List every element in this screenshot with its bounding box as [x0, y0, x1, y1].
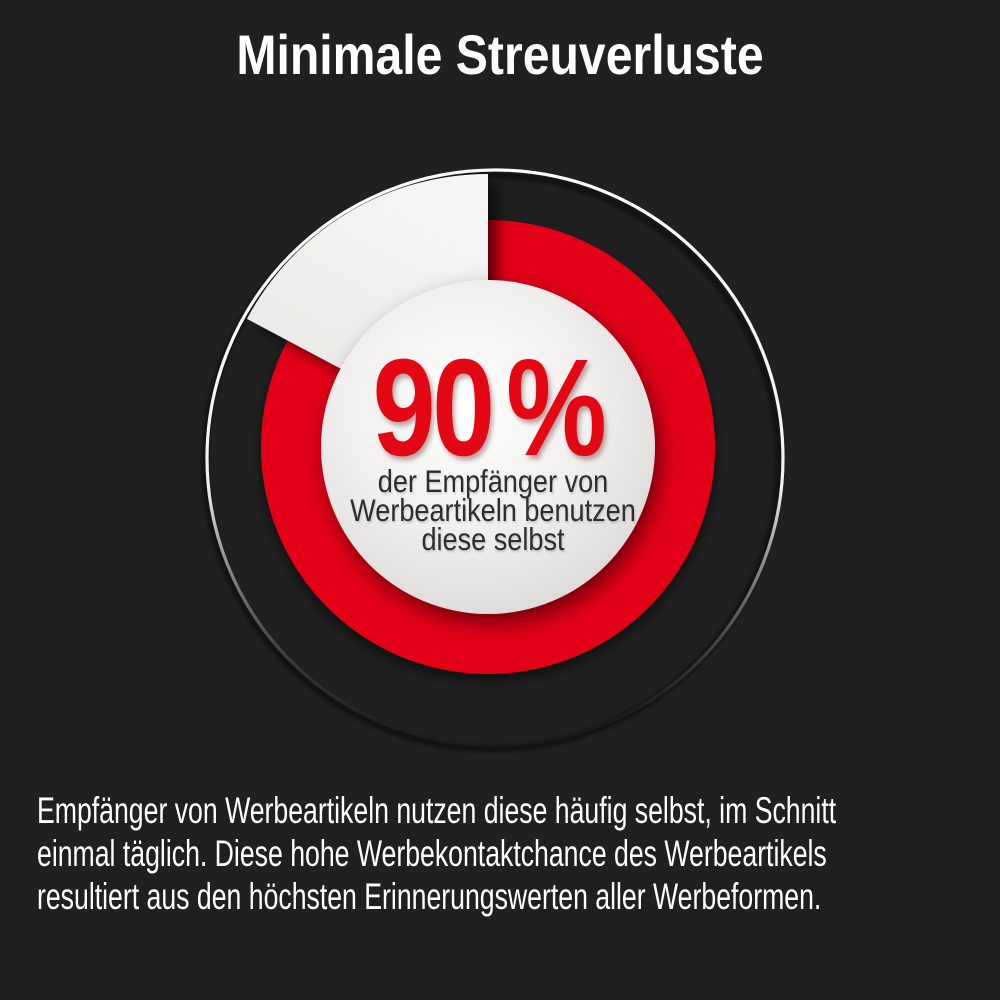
donut-inner-disc: [321, 280, 655, 614]
donut-center-value: 90 %: [372, 331, 607, 485]
footer-paragraph: Empfänger von Werbeartikeln nutzen diese…: [37, 789, 836, 918]
outline-ring: [205, 168, 785, 748]
outline-ring-groove: [202, 172, 782, 752]
caption-line-3: diese selbst: [421, 521, 565, 557]
footer-line-1: Empfänger von Werbeartikeln nutzen diese…: [37, 790, 837, 831]
caption-line-1: der Empfänger von: [377, 463, 609, 499]
donut-center-caption: der Empfänger von Werbeartikeln benutzen…: [63, 463, 923, 557]
caption-line-2: Werbeartikeln benutzen: [350, 492, 636, 528]
footer-line-3: resultiert aus den höchsten Erinnerungsw…: [37, 876, 822, 917]
page-title: Minimale Streuverluste: [236, 23, 764, 86]
footer-line-2: einmal täglich. Diese hohe Werbekontaktc…: [37, 833, 827, 874]
